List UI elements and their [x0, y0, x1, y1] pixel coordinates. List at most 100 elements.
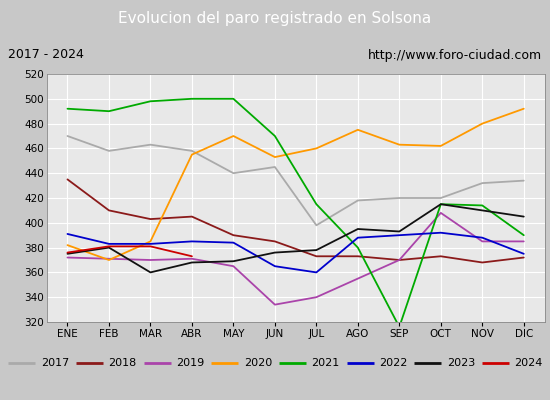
Line: 2021: 2021	[68, 99, 524, 327]
2019	[64, 255, 71, 260]
Line: 2018: 2018	[68, 180, 524, 262]
2023	[313, 248, 320, 252]
2022	[479, 235, 486, 240]
2023	[230, 259, 236, 264]
Text: 2017 - 2024: 2017 - 2024	[8, 48, 84, 62]
2021	[189, 96, 195, 101]
2021	[147, 99, 154, 104]
2020	[437, 144, 444, 148]
Text: 2023: 2023	[447, 358, 475, 368]
2018	[230, 233, 236, 238]
Text: 2019: 2019	[176, 358, 205, 368]
2023	[189, 260, 195, 265]
2018	[520, 255, 527, 260]
2020	[520, 106, 527, 111]
2018	[396, 258, 403, 262]
2017	[437, 196, 444, 200]
2024	[189, 254, 195, 259]
2021	[230, 96, 236, 101]
2018	[479, 260, 486, 265]
Text: Evolucion del paro registrado en Solsona: Evolucion del paro registrado en Solsona	[118, 12, 432, 26]
2017	[520, 178, 527, 183]
2023	[106, 245, 112, 250]
2023	[479, 208, 486, 213]
Text: http://www.foro-ciudad.com: http://www.foro-ciudad.com	[368, 48, 542, 62]
Line: 2017: 2017	[68, 136, 524, 225]
2022	[355, 235, 361, 240]
2020	[396, 142, 403, 147]
2019	[520, 239, 527, 244]
2022	[230, 240, 236, 245]
Line: 2024: 2024	[68, 246, 192, 256]
2018	[147, 217, 154, 222]
2017	[189, 148, 195, 153]
2020	[64, 243, 71, 248]
2021	[64, 106, 71, 111]
2020	[147, 239, 154, 244]
2019	[313, 295, 320, 300]
2020	[189, 152, 195, 157]
2019	[147, 258, 154, 262]
2023	[437, 202, 444, 206]
2017	[355, 198, 361, 203]
2018	[313, 254, 320, 259]
2020	[313, 146, 320, 151]
2018	[189, 214, 195, 219]
2020	[272, 155, 278, 160]
2022	[147, 242, 154, 246]
2019	[396, 258, 403, 262]
Line: 2019: 2019	[68, 213, 524, 305]
2022	[313, 270, 320, 275]
2017	[396, 196, 403, 200]
2019	[272, 302, 278, 307]
2020	[479, 121, 486, 126]
2019	[437, 210, 444, 215]
Text: 2021: 2021	[311, 358, 340, 368]
Line: 2020: 2020	[68, 109, 524, 260]
2022	[272, 264, 278, 269]
2017	[147, 142, 154, 147]
2019	[355, 276, 361, 281]
2019	[106, 256, 112, 261]
2020	[106, 258, 112, 262]
2020	[355, 127, 361, 132]
2023	[272, 250, 278, 255]
2021	[479, 203, 486, 208]
2017	[106, 148, 112, 153]
2022	[396, 233, 403, 238]
2017	[64, 134, 71, 138]
2020	[230, 134, 236, 138]
2021	[355, 245, 361, 250]
2022	[189, 239, 195, 244]
2023	[147, 270, 154, 275]
Text: 2018: 2018	[108, 358, 137, 368]
2024	[64, 250, 71, 255]
2019	[230, 264, 236, 269]
2018	[64, 177, 71, 182]
2018	[355, 254, 361, 259]
Text: 2024: 2024	[515, 358, 543, 368]
2019	[189, 256, 195, 261]
2021	[272, 134, 278, 138]
2022	[437, 230, 444, 235]
2017	[479, 181, 486, 186]
2017	[313, 223, 320, 228]
2022	[520, 252, 527, 256]
2021	[106, 109, 112, 114]
2022	[106, 242, 112, 246]
2019	[479, 239, 486, 244]
Text: 2020: 2020	[244, 358, 272, 368]
2018	[106, 208, 112, 213]
2023	[396, 229, 403, 234]
2021	[437, 202, 444, 206]
Line: 2022: 2022	[68, 233, 524, 272]
Text: 2022: 2022	[379, 358, 408, 368]
2021	[313, 202, 320, 206]
2022	[64, 232, 71, 236]
2018	[437, 254, 444, 259]
2018	[272, 239, 278, 244]
2017	[230, 171, 236, 176]
Text: 2017: 2017	[41, 358, 69, 368]
2024	[147, 244, 154, 249]
2024	[106, 244, 112, 249]
